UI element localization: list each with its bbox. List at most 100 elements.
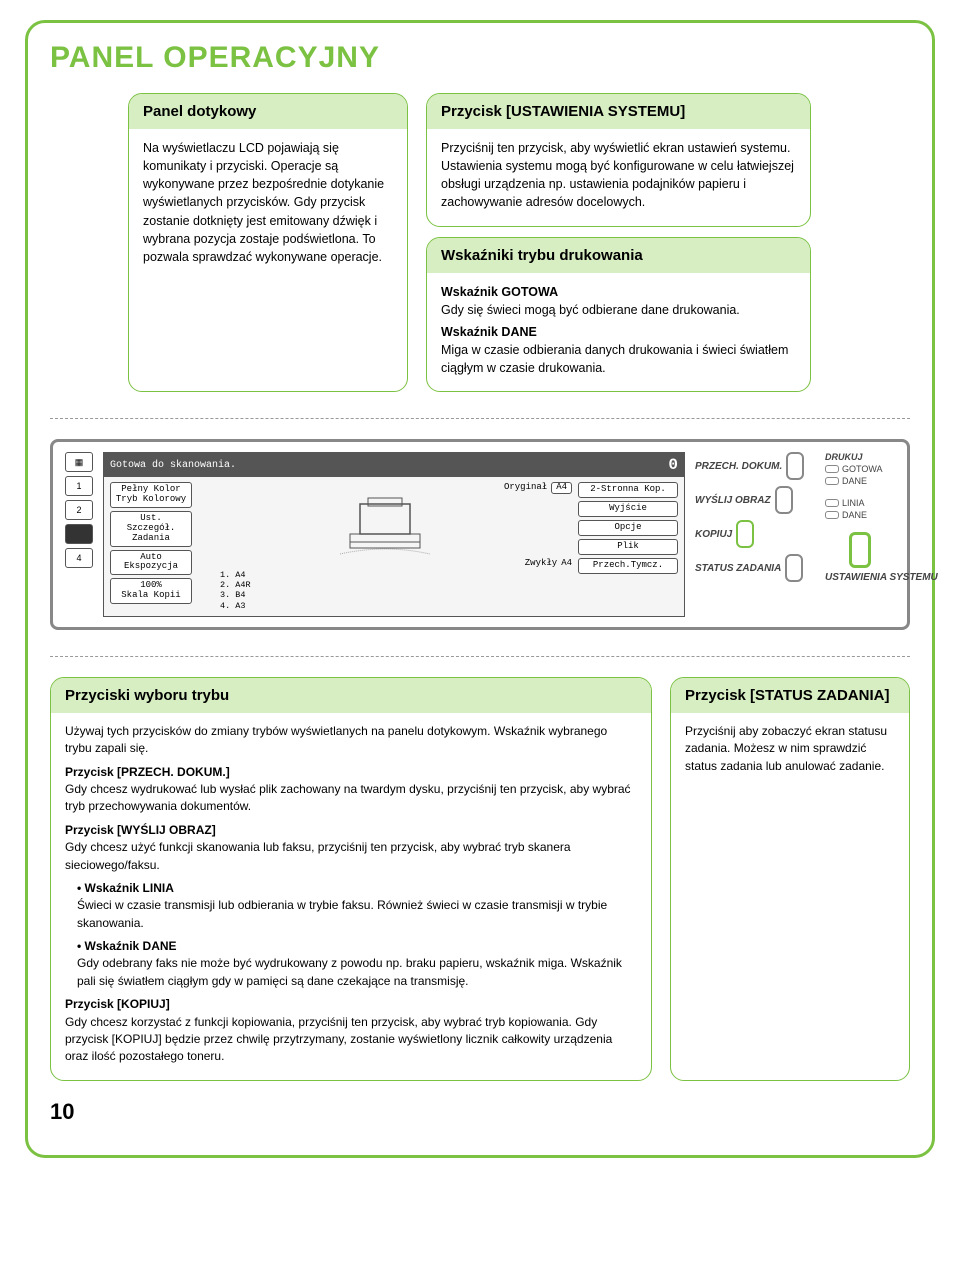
led-linia-icon: [825, 499, 839, 507]
led-column: DRUKUJ GOTOWA DANE LINIA DANE USTAWIENIA…: [825, 452, 895, 617]
card-system-settings: Przycisk [USTAWIENIA SYSTEMU] Przyciśnij…: [426, 93, 811, 227]
screen-title: Gotowa do skanowania.: [110, 460, 236, 471]
led-drukuj: DRUKUJ: [825, 452, 895, 462]
tray-4: 4. A3: [220, 601, 251, 611]
led-gotowa: GOTOWA: [842, 464, 883, 474]
card-status-zadania: Przycisk [STATUS ZADANIA] Przyciśnij aby…: [670, 677, 910, 1081]
tray-2: 2. A4R: [220, 580, 251, 590]
btn-2side[interactable]: 2-Stronna Kop.: [578, 482, 678, 498]
screen-counter: 0: [668, 456, 678, 474]
card-mode-select: Przyciski wyboru trybu Używaj tych przyc…: [50, 677, 652, 1081]
screen-middle: Oryginał A4 Zwykły: [198, 482, 572, 611]
divider-bottom: [50, 656, 910, 657]
screen-body: Pełny Kolor Tryb Kolorowy Ust. Szczegół.…: [104, 477, 684, 616]
p-przech-text: Gdy chcesz wydrukować lub wysłać plik za…: [65, 781, 637, 816]
dane-label: Wskaźnik DANE: [441, 323, 796, 341]
card-touch-body: Na wyświetlaczu LCD pojawiają się komuni…: [129, 129, 407, 280]
led-dane-icon: [825, 477, 839, 485]
left-tabs: ▦ 1 2 4: [65, 452, 93, 617]
right-column: Przycisk [USTAWIENIA SYSTEMU] Przyciśnij…: [426, 93, 811, 392]
led-dane2: DANE: [842, 510, 867, 520]
led-linia: LINIA: [842, 498, 865, 508]
main-frame: PANEL OPERACYJNY Panel dotykowy Na wyświ…: [25, 20, 935, 1158]
hbtn-wyslij-row: WYŚLIJ OBRAZ: [695, 486, 815, 514]
hbtn-status[interactable]: [785, 554, 803, 582]
mode-intro: Używaj tych przycisków do zmiany trybów …: [65, 723, 637, 758]
btn-detail-l2: Zadania: [114, 534, 188, 544]
hbtn-status-label: STATUS ZADANIA: [695, 563, 781, 574]
btn-expo[interactable]: Auto Ekspozycja: [110, 550, 192, 576]
btn-temp[interactable]: Przech.Tymcz.: [578, 558, 678, 574]
b-linia-text: Świeci w czasie transmisji lub odbierani…: [77, 897, 637, 932]
led-gotowa-icon: [825, 465, 839, 473]
card-system-body: Przyciśnij ten przycisk, aby wyświetlić …: [427, 129, 810, 226]
card-mode-body: Używaj tych przycisków do zmiany trybów …: [51, 713, 651, 1080]
tab-1[interactable]: 1: [65, 476, 93, 496]
b-linia-label: • Wskaźnik LINIA: [77, 880, 637, 897]
tray-3: 3. B4: [220, 590, 251, 600]
btn-detail-l1: Ust. Szczegół.: [114, 514, 188, 534]
card-mode-title: Przyciski wyboru trybu: [51, 678, 651, 713]
card-print-ind-title: Wskaźniki trybu drukowania: [427, 238, 810, 273]
p-kopiuj-label: Przycisk [KOPIUJ]: [65, 996, 637, 1013]
control-panel: ▦ 1 2 4 Gotowa do skanowania. 0 Pełny Ko…: [50, 439, 910, 630]
zwykly-label: Zwykły: [525, 558, 557, 568]
card-system-title: Przycisk [USTAWIENIA SYSTEMU]: [427, 94, 810, 129]
hbtn-przech-row: PRZECH. DOKUM.: [695, 452, 815, 480]
row-top: Panel dotykowy Na wyświetlaczu LCD pojaw…: [50, 93, 910, 392]
card-touch-title: Panel dotykowy: [129, 94, 407, 129]
card-status-title: Przycisk [STATUS ZADANIA]: [671, 678, 909, 713]
printer-icon: [340, 496, 430, 556]
led-dane: DANE: [842, 476, 867, 486]
hbtn-ustawienia-label: USTAWIENIA SYSTEMU: [825, 572, 895, 583]
btn-file[interactable]: Plik: [578, 539, 678, 555]
hbtn-kopiuj-label: KOPIUJ: [695, 529, 732, 540]
led-dane-row: DANE: [825, 476, 895, 486]
hbtn-kopiuj[interactable]: [736, 520, 754, 548]
btn-detail[interactable]: Ust. Szczegół. Zadania: [110, 511, 192, 547]
card-print-ind-body: Wskaźnik GOTOWA Gdy się świeci mogą być …: [427, 273, 810, 392]
p-kopiuj-text: Gdy chcesz korzystać z funkcji kopiowani…: [65, 1014, 637, 1066]
hbtn-wyslij-label: WYŚLIJ OBRAZ: [695, 495, 771, 506]
p-wyslij-label: Przycisk [WYŚLIJ OBRAZ]: [65, 822, 637, 839]
screen-right-buttons: 2-Stronna Kop. Wyjście Opcje Plik Przech…: [578, 482, 678, 611]
dane-text: Miga w czasie odbierania danych drukowan…: [441, 341, 796, 377]
hbtn-status-row: STATUS ZADANIA: [695, 554, 815, 582]
led-dane2-icon: [825, 511, 839, 519]
led-dane2-row: DANE: [825, 510, 895, 520]
tray-list: 1. A4 2. A4R 3. B4 4. A3: [220, 570, 251, 611]
page-number: 10: [50, 1099, 910, 1125]
hardware-buttons: PRZECH. DOKUM. WYŚLIJ OBRAZ KOPIUJ STATU…: [695, 452, 815, 617]
btn-expo-l2: Ekspozycja: [114, 562, 188, 572]
hbtn-ustawienia[interactable]: [849, 532, 871, 568]
card-status-body: Przyciśnij aby zobaczyć ekran statusu za…: [671, 713, 909, 789]
btn-scale-l2: Skala Kopii: [114, 591, 188, 601]
zwykly-size: A4: [561, 558, 572, 568]
hbtn-kopiuj-row: KOPIUJ: [695, 520, 815, 548]
row-bottom: Przyciski wyboru trybu Używaj tych przyc…: [50, 677, 910, 1081]
tab-2[interactable]: 2: [65, 500, 93, 520]
p-przech-label: Przycisk [PRZECH. DOKUM.]: [65, 764, 637, 781]
b-dane-label: • Wskaźnik DANE: [77, 938, 637, 955]
lcd-screen[interactable]: Gotowa do skanowania. 0 Pełny Kolor Tryb…: [103, 452, 685, 617]
btn-color-l2: Tryb Kolorowy: [114, 495, 188, 505]
hbtn-wyslij[interactable]: [775, 486, 793, 514]
hbtn-przech-label: PRZECH. DOKUM.: [695, 461, 782, 472]
screen-titlebar: Gotowa do skanowania. 0: [104, 453, 684, 477]
screen-left-buttons: Pełny Kolor Tryb Kolorowy Ust. Szczegół.…: [110, 482, 192, 611]
btn-options[interactable]: Opcje: [578, 520, 678, 536]
btn-scale[interactable]: 100% Skala Kopii: [110, 578, 192, 604]
gotowa-text: Gdy się świeci mogą być odbierane dane d…: [441, 301, 796, 319]
tab-4[interactable]: 4: [65, 548, 93, 568]
tab-top-icon[interactable]: ▦: [65, 452, 93, 472]
hbtn-przech[interactable]: [786, 452, 804, 480]
btn-output[interactable]: Wyjście: [578, 501, 678, 517]
page-title: PANEL OPERACYJNY: [50, 41, 910, 75]
led-gotowa-row: GOTOWA: [825, 464, 895, 474]
card-touch-panel: Panel dotykowy Na wyświetlaczu LCD pojaw…: [128, 93, 408, 392]
orig-size[interactable]: A4: [551, 482, 572, 494]
tab-3[interactable]: [65, 524, 93, 544]
btn-color[interactable]: Pełny Kolor Tryb Kolorowy: [110, 482, 192, 508]
divider-top: [50, 418, 910, 419]
gotowa-label: Wskaźnik GOTOWA: [441, 283, 796, 301]
